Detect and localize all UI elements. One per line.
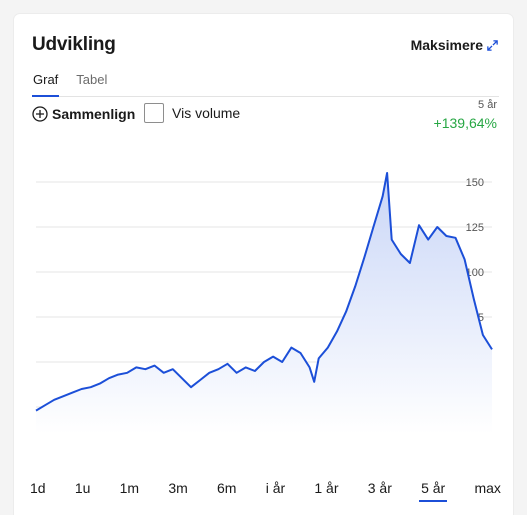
tab-tabel[interactable]: Tabel (76, 72, 108, 87)
range-selector: 1d 1u 1m 3m 6m i år 1 år 3 år 5 år max (28, 480, 503, 502)
range-ytd[interactable]: i år (265, 480, 286, 496)
range-max[interactable]: max (474, 480, 501, 496)
compare-button[interactable]: Sammenlign (32, 106, 135, 122)
period-label: 5 år (478, 99, 497, 111)
series-area (36, 173, 492, 434)
y-tick-label: 150 (466, 177, 484, 189)
view-tabs: Graf Tabel (32, 72, 499, 97)
y-tick-label: 100 (466, 267, 484, 279)
range-5y[interactable]: 5 år (419, 480, 448, 502)
price-chart[interactable]: 255075100125150 (14, 14, 513, 474)
plus-circle-icon (32, 106, 48, 122)
y-tick-label: 125 (466, 222, 484, 234)
performance-change: +139,64% (433, 115, 497, 131)
volume-checkbox[interactable] (144, 103, 164, 123)
card-title: Udvikling (32, 34, 116, 55)
volume-toggle[interactable]: Vis volume (144, 103, 240, 123)
range-1u[interactable]: 1u (74, 480, 91, 496)
series-line (35, 172, 493, 412)
range-6m[interactable]: 6m (217, 480, 237, 496)
compare-label: Sammenlign (52, 106, 136, 122)
volume-label: Vis volume (172, 105, 241, 121)
tab-graf[interactable]: Graf (32, 72, 60, 97)
range-1m[interactable]: 1m (119, 480, 140, 496)
range-1d[interactable]: 1d (30, 480, 46, 496)
range-3y[interactable]: 3 år (367, 480, 392, 496)
maximize-button[interactable]: Maksimere (411, 37, 499, 53)
range-3m[interactable]: 3m (168, 480, 188, 496)
expand-arrows-icon (487, 39, 498, 51)
range-1y[interactable]: 1 år (314, 480, 339, 496)
performance-card: Udvikling Maksimere Graf Tabel Sammenlig… (14, 14, 513, 515)
maximize-label: Maksimere (410, 37, 483, 53)
